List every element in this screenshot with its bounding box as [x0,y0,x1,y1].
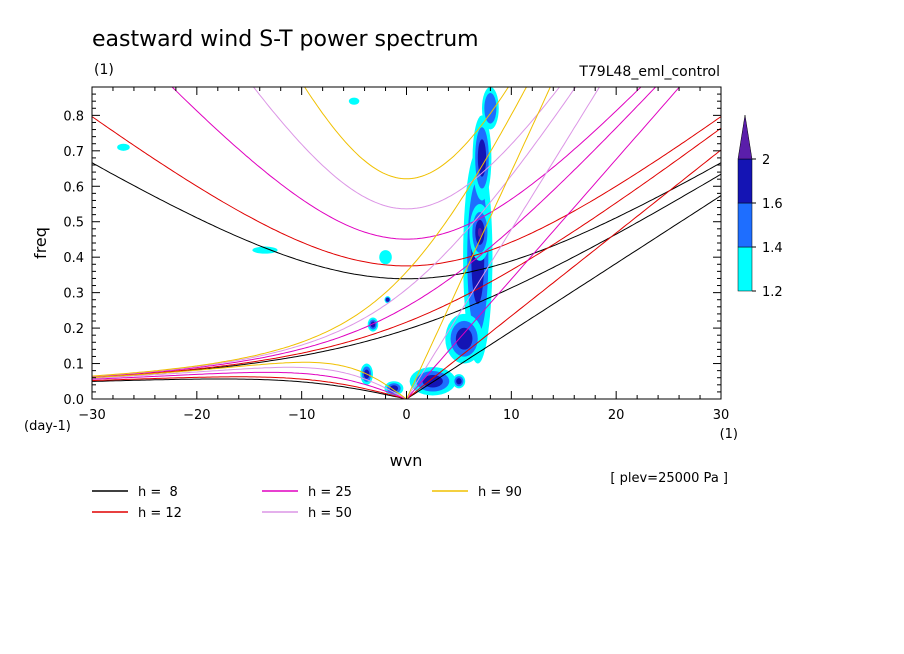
power-contour-level [252,246,278,254]
power-blob [348,97,360,105]
x-tick-label: 30 [713,408,730,423]
y-tick-label: 0.1 [63,358,84,373]
power-contour-level [385,297,390,302]
experiment-label: T79L48_eml_control [578,64,720,80]
chart-title: eastward wind S-T power spectrum [92,27,479,52]
y-tick-label: 0.3 [63,287,84,302]
kelvin-wave-line [406,149,721,399]
x-tick-label: −30 [78,408,105,423]
x-tick-label: 10 [503,408,520,423]
power-blob [472,115,492,201]
legend-label: h = 50 [308,506,352,521]
y-tick-label: 0.6 [63,180,84,195]
rossby-wave-line [92,371,407,399]
colorbar-label: 1.6 [762,197,783,212]
colorbar-segment [737,246,753,292]
power-contour-level [117,143,130,151]
rossby-wave-line [92,378,407,399]
kelvin-wave-line [406,87,681,399]
power-blob [117,143,130,151]
power-blob [252,246,278,254]
x-tick-label: 0 [402,408,410,423]
rossby-wave-line [92,366,407,399]
y-tick-label: 0.4 [63,251,84,266]
power-blob [384,296,391,304]
kelvin-wave-line [406,87,551,399]
colorbar-segment [737,202,753,248]
legend-item-h12: h = 12 [92,506,182,521]
legend-item-h90: h = 90 [432,485,522,500]
power-blob [445,313,484,364]
colorbar-label: 1.2 [762,285,783,300]
power-contour-level [422,375,443,388]
kelvin-wave-line [406,195,721,399]
y-tick-label: 0.8 [63,109,84,124]
dispersion-curves [92,87,721,399]
dispersion-curve-h50 [92,87,601,399]
plot-area [92,87,721,399]
x-tick-label: 20 [608,408,625,423]
inertio-gravity-line [304,87,509,180]
legend-label: h = 8 [138,485,178,500]
power-contour-level [484,92,497,124]
power-contour-level [389,385,399,392]
power-blob [452,374,466,389]
inertio-gravity-line [252,87,561,210]
power-contour-level [455,327,473,350]
y-axis-label: freq [31,227,50,259]
x-unit-label: (1) [720,427,738,442]
power-contour-level [348,97,360,105]
power-blob [481,87,499,130]
colorbar-segment [737,158,753,204]
legend-label: h = 90 [478,485,522,500]
power-blob [379,250,392,265]
unit-label: (1) [94,62,114,78]
mixed-rossby-gravity-line [92,87,577,377]
y-tick-label: 0.2 [63,322,84,337]
legend-label: h = 12 [138,506,182,521]
rossby-wave-line [92,361,407,399]
inertio-gravity-line [92,116,721,267]
y-tick-label: 0.7 [63,145,84,160]
power-contour-level [477,227,482,237]
power-contour-level [456,378,462,385]
dispersion-curve-h12 [92,116,721,399]
legend-item-h25: h = 25 [262,485,352,500]
pressure-level-note: [ plev=25000 Pa ] [610,471,728,486]
colorbar-extend-triangle [737,114,753,160]
inertio-gravity-line [171,87,642,240]
power-contour-level [477,139,487,177]
power-blob [367,317,379,332]
power-contour-level [379,250,392,265]
rossby-wave-line [92,376,407,399]
y-unit-label: (day-1) [24,419,71,434]
legend-item-h50: h = 50 [262,506,352,521]
power-contours [117,87,499,396]
mixed-rossby-gravity-line [92,87,657,378]
colorbar-label: 1.4 [762,241,783,256]
mixed-rossby-gravity-line [92,127,721,378]
power-blob [469,204,491,261]
dispersion-curve-h90 [92,87,551,399]
y-tick-label: 0.5 [63,216,84,231]
legend-item-h8: h = 8 [92,485,178,500]
axis-ticks: −30 −20 −10 0 10 20 30 0.0 0.1 0.2 0.3 0.4 0.5 0.6 0.7… [63,87,729,423]
mixed-rossby-gravity-line [92,87,528,377]
colorbar: 1.2 1.4 1.6 2 [737,114,783,300]
curve-legend: h = 8 h = 12 h = 25 h = 50 h = 90 [92,485,522,521]
legend-label: h = 25 [308,485,352,500]
y-tick-label: 0.0 [63,393,84,408]
x-axis-label: wvn [390,451,423,470]
x-tick-label: −20 [183,408,210,423]
kelvin-wave-line [406,87,601,399]
dispersion-curve-h25 [92,87,681,399]
colorbar-label: 2 [762,153,770,168]
inertio-gravity-line [92,162,721,280]
x-tick-label: −10 [288,408,315,423]
